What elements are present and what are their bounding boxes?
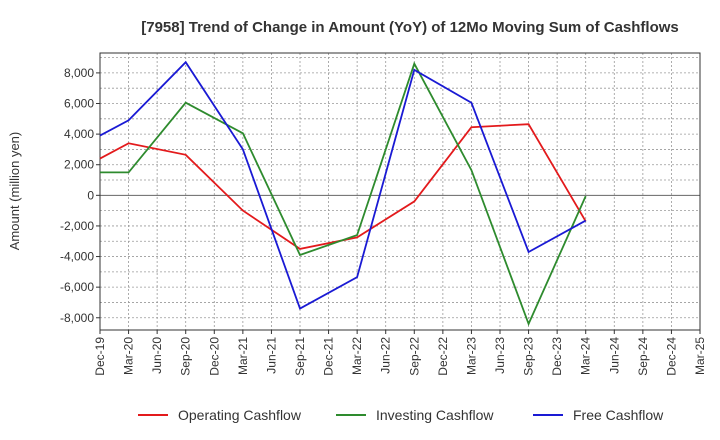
legend: Operating Cashflow Investing Cashflow Free… — [138, 407, 664, 423]
x-tick-label: Sep-21 — [293, 337, 307, 376]
chart-title: [7958] Trend of Change in Amount (YoY) o… — [141, 19, 679, 36]
y-tick-label: 2,000 — [64, 158, 94, 172]
x-tick-label: Jun-23 — [493, 337, 507, 374]
legend-label: Investing Cashflow — [376, 407, 494, 423]
y-tick-label: -2,000 — [60, 219, 94, 233]
x-tick-label: Dec-21 — [322, 337, 336, 376]
x-tick-label: Dec-22 — [436, 337, 450, 376]
y-tick-label: 4,000 — [64, 127, 94, 141]
x-tick-label: Dec-20 — [207, 337, 221, 376]
x-tick-label: Jun-24 — [607, 337, 621, 374]
series-lines — [99, 60, 587, 327]
legend-label: Free Cashflow — [573, 407, 664, 423]
x-tick-label: Sep-23 — [522, 337, 536, 376]
y-tick-label: -6,000 — [60, 280, 94, 294]
y-axis-label: Amount (million yen) — [7, 132, 22, 251]
series-line-free-cashflow — [99, 60, 587, 310]
x-tick-label: Sep-20 — [179, 337, 193, 376]
y-tick-label: -4,000 — [60, 250, 94, 264]
y-tick-label: 8,000 — [64, 66, 94, 80]
x-tick-label: Mar-20 — [122, 337, 136, 375]
x-tick-label: Sep-24 — [636, 337, 650, 376]
x-tick-label: Jun-20 — [150, 337, 164, 374]
series-line-investing-cashflow — [100, 61, 587, 327]
x-tick-label: Dec-19 — [93, 337, 107, 376]
plot-area — [100, 53, 700, 330]
x-axis: Dec-19 Mar-20 Jun-20 Sep-20 Dec-20 Mar-21 Jun-… — [93, 330, 707, 376]
y-tick-label: -8,000 — [60, 311, 94, 325]
plot-frame — [99, 52, 701, 331]
x-tick-label: Sep-22 — [407, 337, 421, 376]
x-tick-label: Mar-24 — [579, 337, 593, 375]
x-tick-label: Mar-23 — [464, 337, 478, 375]
x-tick-label: Mar-21 — [236, 337, 250, 375]
x-tick-label: Dec-24 — [664, 337, 678, 376]
x-tick-label: Jun-21 — [264, 337, 278, 374]
x-tick-label: Mar-25 — [693, 337, 707, 375]
legend-label: Operating Cashflow — [178, 407, 302, 423]
y-axis: 8,000 6,000 4,000 2,000 0 -2,000 -4,000 -6,000 -… — [60, 66, 100, 325]
y-tick-label: 6,000 — [64, 97, 94, 111]
x-tick-label: Jun-22 — [379, 337, 393, 374]
x-tick-label: Mar-22 — [350, 337, 364, 375]
series-line-operating-cashflow — [99, 123, 587, 250]
y-tick-label: 0 — [87, 188, 94, 202]
x-tick-label: Dec-23 — [550, 337, 564, 376]
